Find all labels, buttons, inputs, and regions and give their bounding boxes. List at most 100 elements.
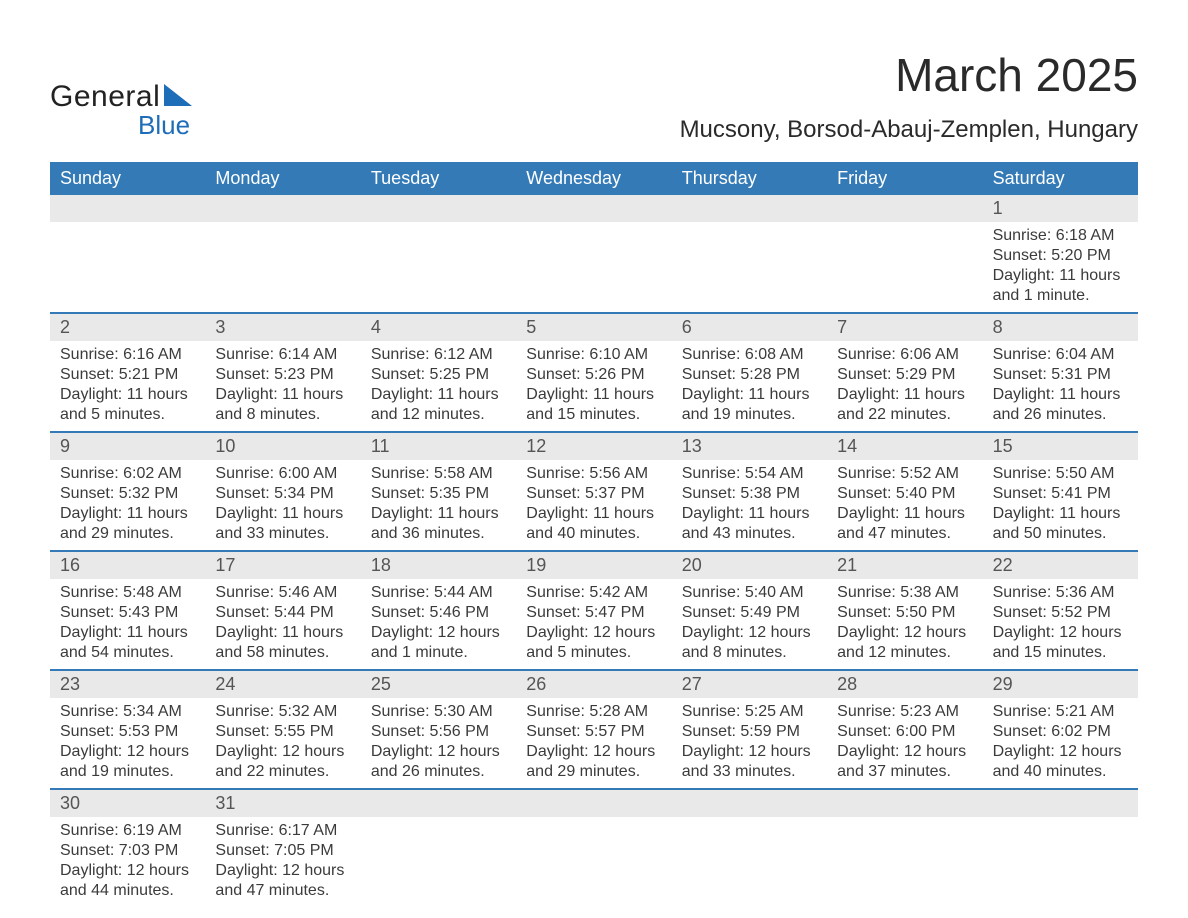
- day-content-row: Sunrise: 5:48 AMSunset: 5:43 PMDaylight:…: [50, 579, 1138, 669]
- day-number: [983, 790, 1138, 817]
- day-number: [205, 195, 360, 222]
- sunset-text: Sunset: 5:46 PM: [371, 603, 506, 623]
- sunset-text: Sunset: 5:47 PM: [526, 603, 661, 623]
- day-number: 31: [205, 790, 360, 817]
- daylight-text: Daylight: 11 hours: [837, 385, 972, 405]
- daylight-text: Daylight: 12 hours: [837, 623, 972, 643]
- sunset-text: Sunset: 5:59 PM: [682, 722, 817, 742]
- daylight-text: Daylight: 12 hours: [60, 742, 195, 762]
- daylight-text: and 12 minutes.: [837, 643, 972, 663]
- daylight-text: Daylight: 11 hours: [215, 504, 350, 524]
- daylight-text: Daylight: 11 hours: [60, 623, 195, 643]
- day-number: 24: [205, 671, 360, 698]
- sunrise-text: Sunrise: 6:16 AM: [60, 345, 195, 365]
- daylight-text: and 33 minutes.: [215, 524, 350, 544]
- day-cell: Sunrise: 5:36 AMSunset: 5:52 PMDaylight:…: [983, 579, 1138, 669]
- sunrise-text: Sunrise: 6:18 AM: [993, 226, 1128, 246]
- sunset-text: Sunset: 5:38 PM: [682, 484, 817, 504]
- daylight-text: and 5 minutes.: [526, 643, 661, 663]
- sunrise-text: Sunrise: 5:38 AM: [837, 583, 972, 603]
- day-cell: [672, 817, 827, 907]
- day-cell: Sunrise: 6:00 AMSunset: 5:34 PMDaylight:…: [205, 460, 360, 550]
- day-number: 17: [205, 552, 360, 579]
- sunrise-text: Sunrise: 5:34 AM: [60, 702, 195, 722]
- day-cell: [827, 817, 982, 907]
- day-cell: [672, 222, 827, 312]
- daylight-text: and 54 minutes.: [60, 643, 195, 663]
- day-cell: Sunrise: 5:25 AMSunset: 5:59 PMDaylight:…: [672, 698, 827, 788]
- sunrise-text: Sunrise: 6:06 AM: [837, 345, 972, 365]
- day-cell: Sunrise: 6:14 AMSunset: 5:23 PMDaylight:…: [205, 341, 360, 431]
- day-number: 7: [827, 314, 982, 341]
- sunset-text: Sunset: 7:05 PM: [215, 841, 350, 861]
- sunset-text: Sunset: 5:35 PM: [371, 484, 506, 504]
- day-content-row: Sunrise: 5:34 AMSunset: 5:53 PMDaylight:…: [50, 698, 1138, 788]
- day-number: 19: [516, 552, 671, 579]
- sunset-text: Sunset: 5:37 PM: [526, 484, 661, 504]
- daylight-text: Daylight: 12 hours: [60, 861, 195, 881]
- day-cell: Sunrise: 5:34 AMSunset: 5:53 PMDaylight:…: [50, 698, 205, 788]
- daylight-text: and 1 minute.: [993, 286, 1128, 306]
- day-number: 26: [516, 671, 671, 698]
- daylight-text: and 22 minutes.: [215, 762, 350, 782]
- day-number: 12: [516, 433, 671, 460]
- calendar: SundayMondayTuesdayWednesdayThursdayFrid…: [50, 162, 1138, 907]
- day-header: Wednesday: [516, 162, 671, 195]
- sunset-text: Sunset: 5:25 PM: [371, 365, 506, 385]
- day-cell: Sunrise: 5:42 AMSunset: 5:47 PMDaylight:…: [516, 579, 671, 669]
- day-number: [361, 790, 516, 817]
- day-number: 25: [361, 671, 516, 698]
- day-cell: Sunrise: 6:17 AMSunset: 7:05 PMDaylight:…: [205, 817, 360, 907]
- logo-text-general: General: [50, 80, 160, 114]
- daylight-text: Daylight: 11 hours: [60, 385, 195, 405]
- day-number: 16: [50, 552, 205, 579]
- sunset-text: Sunset: 5:26 PM: [526, 365, 661, 385]
- sunrise-text: Sunrise: 5:58 AM: [371, 464, 506, 484]
- daylight-text: Daylight: 12 hours: [371, 623, 506, 643]
- day-number: 18: [361, 552, 516, 579]
- sunset-text: Sunset: 5:49 PM: [682, 603, 817, 623]
- sunrise-text: Sunrise: 5:46 AM: [215, 583, 350, 603]
- day-cell: Sunrise: 6:19 AMSunset: 7:03 PMDaylight:…: [50, 817, 205, 907]
- sunrise-text: Sunrise: 6:08 AM: [682, 345, 817, 365]
- daylight-text: Daylight: 11 hours: [682, 504, 817, 524]
- day-number: 27: [672, 671, 827, 698]
- day-number: 5: [516, 314, 671, 341]
- day-header: Sunday: [50, 162, 205, 195]
- day-cell: Sunrise: 6:18 AMSunset: 5:20 PMDaylight:…: [983, 222, 1138, 312]
- day-cell: Sunrise: 5:46 AMSunset: 5:44 PMDaylight:…: [205, 579, 360, 669]
- day-number: 28: [827, 671, 982, 698]
- day-cell: Sunrise: 5:44 AMSunset: 5:46 PMDaylight:…: [361, 579, 516, 669]
- daylight-text: Daylight: 11 hours: [837, 504, 972, 524]
- sunset-text: Sunset: 6:00 PM: [837, 722, 972, 742]
- daylight-text: Daylight: 11 hours: [993, 385, 1128, 405]
- daylight-text: and 40 minutes.: [526, 524, 661, 544]
- daylight-text: Daylight: 12 hours: [215, 742, 350, 762]
- daylight-text: Daylight: 11 hours: [682, 385, 817, 405]
- day-number: 8: [983, 314, 1138, 341]
- day-number: 23: [50, 671, 205, 698]
- day-number: 22: [983, 552, 1138, 579]
- daylight-text: and 33 minutes.: [682, 762, 817, 782]
- sunrise-text: Sunrise: 5:42 AM: [526, 583, 661, 603]
- sunset-text: Sunset: 5:29 PM: [837, 365, 972, 385]
- daylight-text: Daylight: 12 hours: [682, 623, 817, 643]
- day-header: Saturday: [983, 162, 1138, 195]
- day-number-row: 23242526272829: [50, 669, 1138, 698]
- daylight-text: Daylight: 11 hours: [526, 385, 661, 405]
- day-cell: Sunrise: 5:56 AMSunset: 5:37 PMDaylight:…: [516, 460, 671, 550]
- day-number-row: 16171819202122: [50, 550, 1138, 579]
- logo-text-blue: Blue: [138, 110, 192, 141]
- day-number: [361, 195, 516, 222]
- day-content-row: Sunrise: 6:16 AMSunset: 5:21 PMDaylight:…: [50, 341, 1138, 431]
- day-cell: Sunrise: 6:10 AMSunset: 5:26 PMDaylight:…: [516, 341, 671, 431]
- title-block: March 2025 Mucsony, Borsod-Abauj-Zemplen…: [680, 48, 1138, 144]
- day-header: Friday: [827, 162, 982, 195]
- daylight-text: and 47 minutes.: [837, 524, 972, 544]
- daylight-text: Daylight: 12 hours: [215, 861, 350, 881]
- day-number: 2: [50, 314, 205, 341]
- daylight-text: and 58 minutes.: [215, 643, 350, 663]
- day-number: 30: [50, 790, 205, 817]
- day-number: 11: [361, 433, 516, 460]
- daylight-text: Daylight: 11 hours: [215, 623, 350, 643]
